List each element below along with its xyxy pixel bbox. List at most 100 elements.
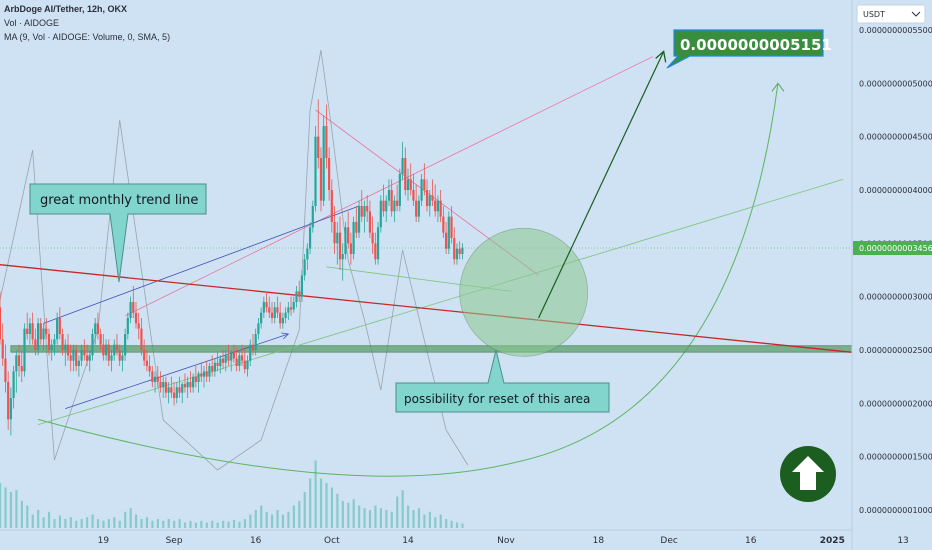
candle-body xyxy=(69,355,72,361)
currency-button-label[interactable]: USDT xyxy=(863,10,885,19)
candle-body xyxy=(94,323,97,334)
target-price-box xyxy=(666,29,824,69)
candle-body xyxy=(153,376,157,382)
candle-body xyxy=(393,200,396,212)
candle-body xyxy=(300,275,304,297)
volume-bar xyxy=(0,483,2,528)
candle-body xyxy=(257,323,260,334)
candle-body xyxy=(121,355,124,361)
candle-body xyxy=(436,200,440,212)
volume-bar xyxy=(4,487,7,528)
candle-body xyxy=(96,323,100,334)
candle-body xyxy=(156,376,159,382)
y-tick-label: 0.0000000005000 xyxy=(859,79,932,88)
volume-bar xyxy=(461,523,464,528)
volume-bar xyxy=(374,505,377,528)
candle-body xyxy=(240,355,244,361)
symbol-title: ArbDoge AI/Tether, 12h, OKX xyxy=(4,4,128,14)
reset-callout-box xyxy=(395,349,610,413)
candle-body xyxy=(325,126,328,158)
candle-body xyxy=(273,307,276,318)
candle-body xyxy=(12,371,15,398)
candle-body xyxy=(205,371,208,377)
y-tick-label: 0.0000000004500 xyxy=(859,133,932,142)
candle-body xyxy=(368,211,372,233)
candle-body xyxy=(333,222,336,244)
candle-body xyxy=(249,344,252,361)
volume-bar xyxy=(379,508,382,528)
candle-body xyxy=(17,355,21,366)
ma-legend: MA (9, Vol · AIDOGE: Volume, 0, SMA, 5) xyxy=(4,32,171,42)
x-tick-label: 2025 xyxy=(820,536,845,546)
candle-body xyxy=(151,371,154,382)
trendline-callout-text: great monthly trend line xyxy=(40,193,198,208)
candle-body xyxy=(265,302,268,308)
volume-bar xyxy=(232,519,236,528)
target-price-text: 0.0000000005151 xyxy=(680,36,832,54)
candle-body xyxy=(7,382,10,420)
candle-body xyxy=(262,302,265,313)
candle-body xyxy=(159,382,162,388)
volume-bar xyxy=(173,520,176,528)
candle-body xyxy=(36,323,40,350)
volume-bar xyxy=(238,521,241,528)
candle-body xyxy=(235,358,238,366)
candle-body xyxy=(31,323,34,340)
candle-body xyxy=(344,227,347,254)
volume-legend: Vol · AIDOGE xyxy=(4,18,60,28)
volume-bar xyxy=(260,505,263,528)
volume-bar xyxy=(118,520,121,528)
candle-body xyxy=(409,179,412,190)
volume-bar xyxy=(428,511,431,528)
candle-body xyxy=(298,291,301,297)
candle-body xyxy=(363,206,366,217)
volume-bar xyxy=(64,519,67,528)
candle-body xyxy=(53,339,56,345)
target-arrow-line xyxy=(538,51,665,319)
candle-body xyxy=(15,355,18,372)
candle-body xyxy=(45,328,48,334)
candle-body xyxy=(28,323,32,334)
y-tick-label: 0.0000000001500 xyxy=(859,453,932,462)
candle-body xyxy=(200,373,203,377)
candle-body xyxy=(186,382,189,388)
candle-body xyxy=(330,190,333,222)
volume-bar xyxy=(86,517,89,528)
x-tick-label: 13 xyxy=(897,536,908,546)
candle-body xyxy=(118,350,121,361)
candle-body xyxy=(238,355,241,366)
volume-bar xyxy=(156,519,159,528)
candle-body xyxy=(99,334,102,345)
volume-bar xyxy=(227,521,230,528)
volume-bar xyxy=(80,519,83,528)
candle-body xyxy=(20,366,23,372)
currency-button[interactable] xyxy=(856,4,926,24)
candle-body xyxy=(349,243,352,254)
volume-bar xyxy=(450,520,453,528)
candle-body xyxy=(295,291,298,302)
candle-body xyxy=(227,355,230,361)
chevron-down-icon[interactable] xyxy=(911,11,921,17)
volume-bar xyxy=(363,508,366,528)
volume-bar xyxy=(423,514,426,528)
volume-bar xyxy=(336,493,339,528)
volume-bar xyxy=(439,514,442,528)
volume-bar xyxy=(358,505,361,528)
volume-bar xyxy=(91,514,94,528)
y-tick-label: 0.0000000002000 xyxy=(859,399,932,408)
volume-bar xyxy=(222,520,225,528)
volume-bar xyxy=(309,478,312,528)
candle-body xyxy=(164,382,168,393)
candle-body xyxy=(137,323,140,329)
candle-body xyxy=(319,158,323,201)
candle-body xyxy=(357,206,361,233)
candle-body xyxy=(75,350,78,366)
candle-body xyxy=(170,387,173,393)
candle-body xyxy=(194,376,197,382)
candle-body xyxy=(434,200,437,212)
volume-bar xyxy=(287,511,290,528)
candle-body xyxy=(442,216,445,233)
candle-body xyxy=(58,318,61,334)
candle-body xyxy=(224,355,227,363)
